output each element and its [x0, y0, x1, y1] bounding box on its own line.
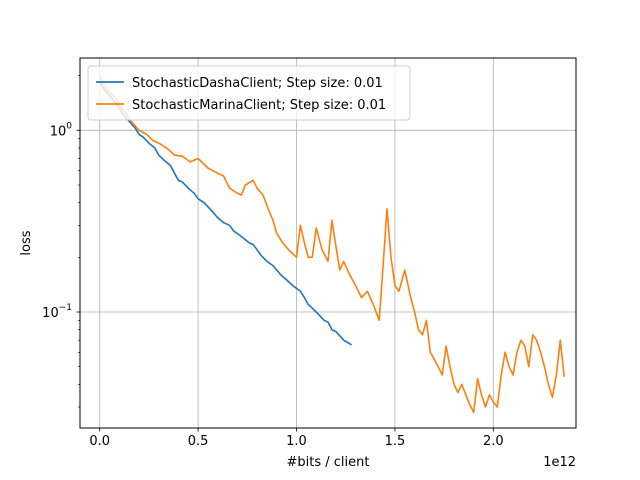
legend-entries: StochasticDashaClient; Step size: 0.01 St…	[96, 76, 386, 113]
y-tick-label: 10−1	[42, 303, 72, 321]
x-tick-label: 0.0	[89, 434, 110, 449]
series-line-0	[99, 81, 353, 346]
legend-box	[87, 65, 411, 121]
y-tick-label: 100	[50, 121, 73, 139]
x-tick-label: 1.5	[385, 434, 406, 449]
x-offset-label: 1e12	[543, 455, 576, 470]
y-tick-exponent: 0	[66, 121, 72, 131]
x-tick-label: 0.5	[188, 434, 209, 449]
y-tick-exponent: −1	[59, 303, 72, 313]
x-tick-label: 1.0	[286, 434, 307, 449]
legend-label-1: StochasticMarinaClient; Step size: 0.01	[132, 98, 386, 113]
x-axis-label: #bits / client	[287, 455, 370, 470]
y-axis-label: loss	[19, 230, 34, 255]
legend: StochasticDashaClient; Step size: 0.01 St…	[87, 65, 411, 121]
series-line-1	[98, 75, 565, 414]
series-layer	[98, 75, 565, 414]
y-tick-base: 10	[42, 306, 59, 321]
x-tick-label: 2.0	[483, 434, 504, 449]
plot-frame	[79, 57, 577, 429]
legend-label-0: StochasticDashaClient; Step size: 0.01	[132, 76, 383, 91]
y-tick-base: 10	[50, 124, 67, 139]
